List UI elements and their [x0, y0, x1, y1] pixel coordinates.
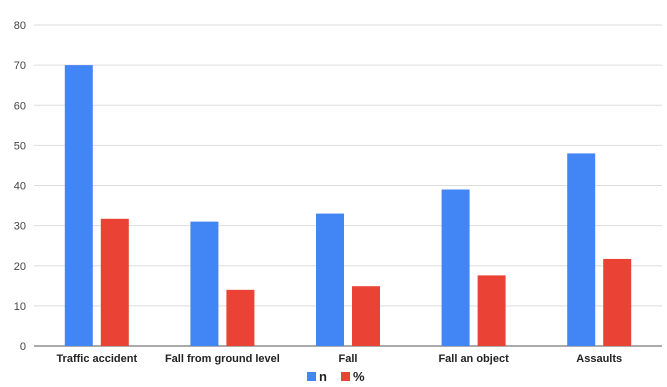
legend: n%	[307, 369, 365, 384]
y-tick-label: 10	[14, 301, 26, 313]
y-tick-label: 70	[14, 60, 26, 72]
bar-n	[64, 65, 93, 346]
bar-n	[190, 221, 219, 346]
bar-percent	[477, 275, 506, 346]
gridlines	[34, 24, 662, 347]
bar-n	[316, 213, 344, 346]
legend-swatch	[307, 372, 316, 381]
y-tick-label: 0	[20, 341, 26, 353]
y-tick-label: 60	[14, 100, 26, 112]
y-tick-label: 40	[14, 181, 26, 193]
x-category-label: Fall from ground level	[165, 353, 280, 365]
x-axis: Traffic accident Fall from ground level Fa…	[56, 353, 622, 365]
bar-percent	[100, 218, 129, 346]
y-tick-label: 30	[14, 221, 26, 233]
bar-percent	[352, 286, 380, 346]
y-tick-label: 80	[14, 20, 26, 32]
x-category-label: Assaults	[576, 353, 622, 365]
bar-n	[441, 189, 470, 346]
legend-swatch	[341, 372, 350, 381]
y-tick-label: 50	[14, 140, 26, 152]
x-category-label: Traffic accident	[56, 353, 137, 365]
bars	[64, 65, 632, 346]
x-category-label: Fall an object	[438, 353, 509, 365]
bar-n	[567, 153, 596, 346]
x-category-label: Fall	[339, 353, 358, 365]
bar-percent	[603, 258, 632, 346]
legend-label: n	[319, 369, 327, 384]
y-tick-label: 20	[14, 261, 26, 273]
bar-percent	[226, 289, 255, 346]
legend-label: %	[353, 369, 365, 384]
y-axis: 0 10 20 30 40 50 60 70 80	[14, 20, 26, 353]
